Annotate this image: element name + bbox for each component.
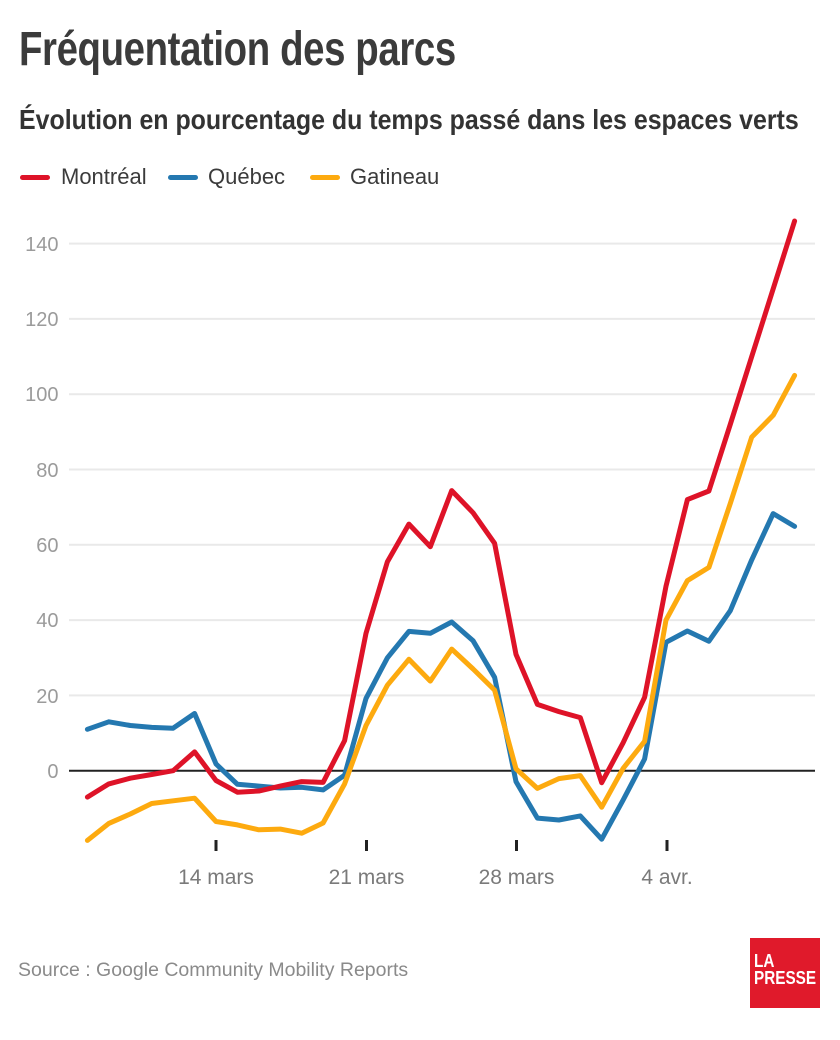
svg-text:120: 120 [25, 309, 58, 331]
svg-text:0: 0 [47, 761, 58, 783]
svg-text:60: 60 [36, 535, 58, 557]
svg-text:21 mars: 21 mars [329, 866, 405, 889]
svg-text:28 mars: 28 mars [479, 866, 555, 889]
svg-text:140: 140 [25, 234, 58, 256]
svg-text:14 mars: 14 mars [178, 866, 254, 889]
svg-text:80: 80 [36, 460, 58, 482]
svg-text:100: 100 [25, 384, 58, 406]
svg-text:40: 40 [36, 610, 58, 632]
svg-text:4 avr.: 4 avr. [641, 866, 692, 889]
svg-text:20: 20 [36, 686, 58, 708]
